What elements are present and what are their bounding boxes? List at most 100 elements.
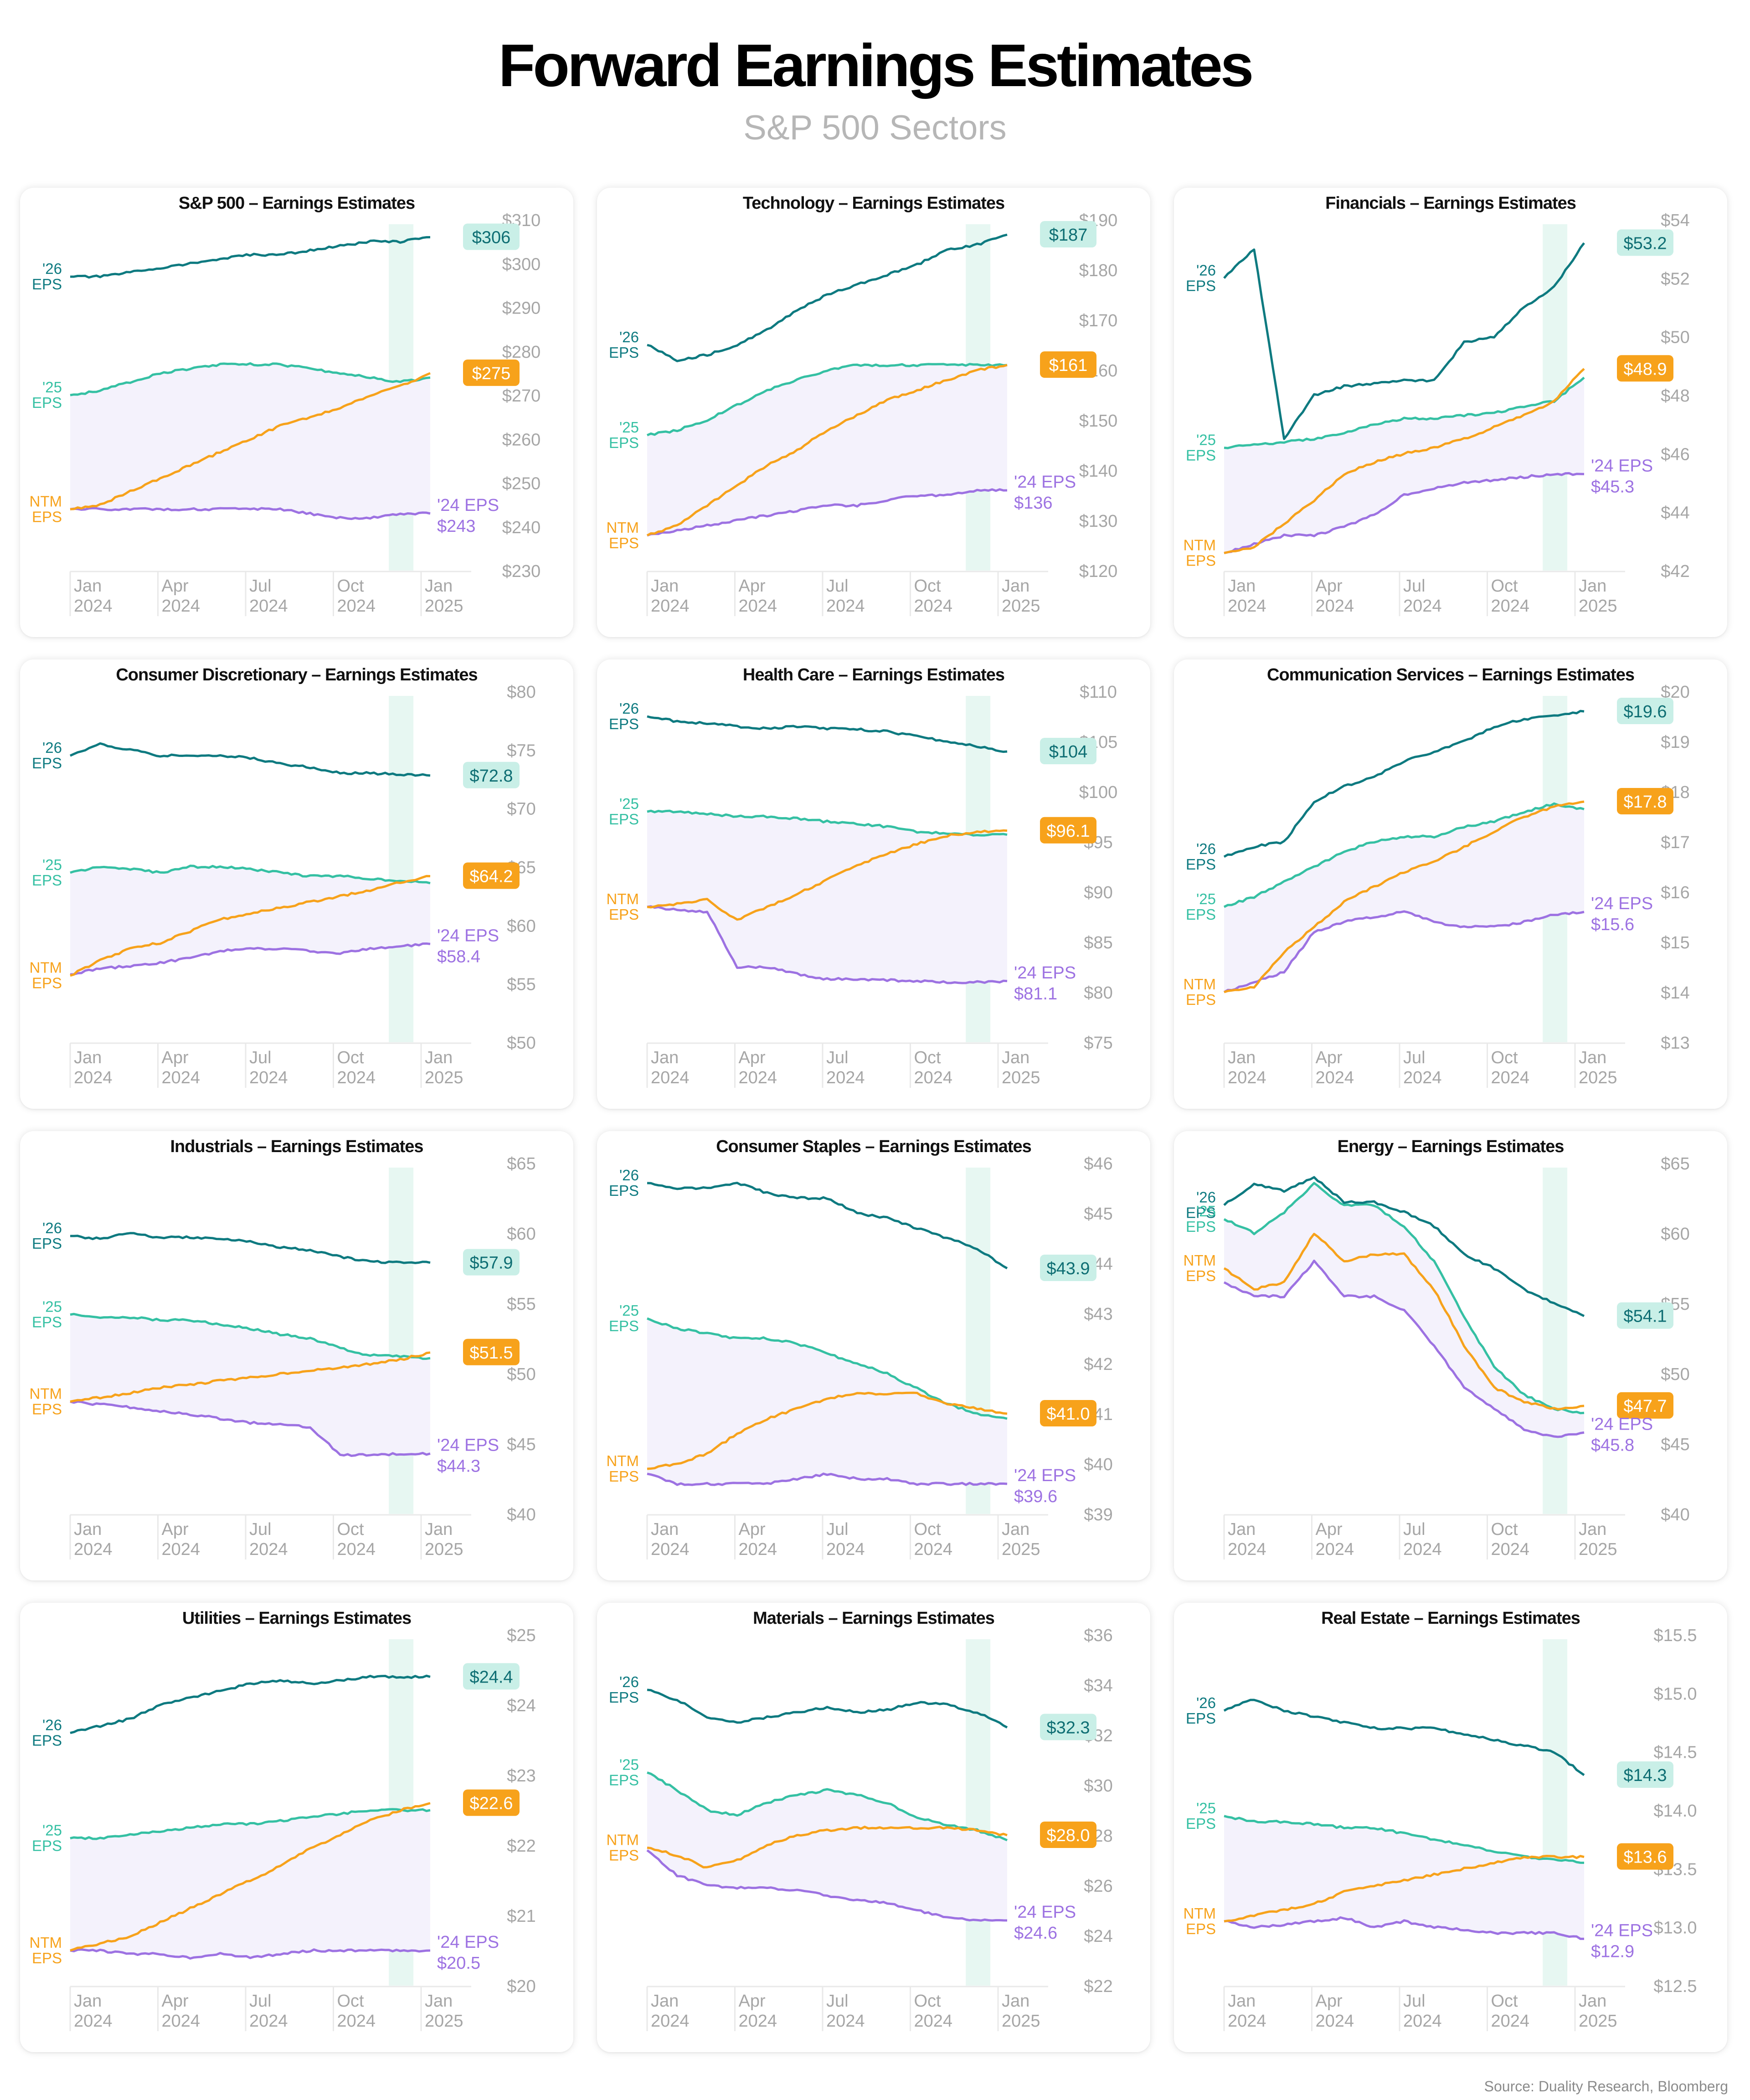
x-tick-month: Jul bbox=[826, 1520, 849, 1539]
x-tick-month: Jan bbox=[651, 1048, 679, 1067]
x-tick-month: Oct bbox=[337, 1992, 365, 2011]
x-tick-year: 2025 bbox=[425, 597, 463, 616]
badge-ntm: $64.2 bbox=[463, 862, 520, 889]
svg-text:EPS: EPS bbox=[609, 1468, 639, 1485]
x-tick-year: 2024 bbox=[1228, 1540, 1266, 1559]
x-tick-year: 2024 bbox=[1316, 1068, 1354, 1087]
x-tick-year: 2024 bbox=[337, 1068, 376, 1087]
y-tick-label: $22 bbox=[1084, 1977, 1112, 1996]
y-tick-label: $140 bbox=[1079, 462, 1118, 481]
y-tick-label: $70 bbox=[507, 800, 535, 819]
svg-text:$306: $306 bbox=[472, 228, 511, 247]
chart-svg: Communication Services – Earnings Estima… bbox=[1184, 665, 1690, 1088]
y-tick-label: $50 bbox=[1661, 1365, 1689, 1384]
x-tick-year: 2025 bbox=[425, 2012, 463, 2031]
y-tick-label: $280 bbox=[502, 343, 541, 362]
estimate-range-fill bbox=[70, 1809, 430, 1959]
series-line-eps26 bbox=[70, 236, 431, 279]
y-tick-label: $52 bbox=[1661, 269, 1689, 288]
estimate-range-fill bbox=[70, 363, 430, 519]
y-tick-label: $90 bbox=[1084, 883, 1112, 902]
y-tick-label: $240 bbox=[502, 518, 541, 537]
chart-panel: Real Estate – Earnings Estimates $12.5 $13… bbox=[1174, 1603, 1727, 2052]
chart-panel: Communication Services – Earnings Estima… bbox=[1174, 659, 1727, 1109]
main-title: Forward Earnings Estimates bbox=[498, 32, 1254, 99]
series-line-eps25 bbox=[70, 865, 431, 885]
y-tick-label: $45 bbox=[1661, 1435, 1689, 1454]
svg-text:'24 EPS: '24 EPS bbox=[437, 926, 499, 945]
badge-eps26: $187 bbox=[1040, 221, 1096, 247]
svg-text:$32.3: $32.3 bbox=[1046, 1719, 1090, 1738]
svg-text:EPS: EPS bbox=[32, 276, 62, 293]
series-line-eps25 bbox=[70, 1312, 431, 1360]
x-tick-month: Jan bbox=[74, 576, 102, 596]
series-line-eps24 bbox=[646, 1849, 1008, 1922]
series-line-eps24 bbox=[647, 488, 1008, 537]
svg-text:NTM: NTM bbox=[30, 1385, 62, 1402]
series-line-ntm bbox=[646, 364, 1008, 537]
svg-text:NTM: NTM bbox=[1184, 976, 1216, 993]
chart-title: Industrials – Earnings Estimates bbox=[170, 1137, 423, 1156]
y-tick-label: $300 bbox=[502, 255, 541, 274]
svg-text:'25: '25 bbox=[1196, 1800, 1216, 1817]
x-tick-month: Jul bbox=[826, 576, 849, 596]
chart-panel: Energy – Earnings Estimates $40 $45 $50 $55 $… bbox=[1174, 1131, 1727, 1580]
x-tick-month: Jan bbox=[425, 1048, 453, 1067]
svg-text:$243: $243 bbox=[437, 517, 476, 536]
y-tick-label: $34 bbox=[1084, 1676, 1112, 1695]
chart-panel: Materials – Earnings Estimates $22 $24 $26 $… bbox=[597, 1603, 1150, 2052]
y-tick-label: $230 bbox=[502, 562, 541, 581]
y-tick-label: $46 bbox=[1084, 1154, 1112, 1174]
series-line-eps25 bbox=[647, 1771, 1008, 1842]
svg-text:EPS: EPS bbox=[1186, 906, 1216, 923]
estimate-range-fill bbox=[647, 1772, 1007, 1921]
series-line-eps26 bbox=[1223, 1176, 1585, 1317]
estimate-range-fill bbox=[647, 811, 1007, 983]
x-tick-year: 2024 bbox=[1403, 1540, 1442, 1559]
svg-text:NTM: NTM bbox=[607, 1832, 639, 1848]
y-tick-label: $14.5 bbox=[1653, 1743, 1697, 1762]
x-tick-year: 2024 bbox=[1228, 597, 1266, 616]
x-tick-year: 2025 bbox=[1002, 1540, 1040, 1559]
x-tick-month: Jan bbox=[651, 1520, 679, 1539]
svg-text:$45.3: $45.3 bbox=[1591, 477, 1634, 496]
estimate-range-fill bbox=[1224, 377, 1584, 553]
y-tick-label: $55 bbox=[507, 1295, 535, 1314]
x-tick-year: 2024 bbox=[739, 1540, 777, 1559]
svg-text:NTM: NTM bbox=[607, 1452, 639, 1469]
series-line-eps24 bbox=[70, 1400, 431, 1457]
svg-text:EPS: EPS bbox=[32, 755, 62, 772]
svg-text:EPS: EPS bbox=[32, 1950, 62, 1966]
x-tick-month: Apr bbox=[162, 1048, 189, 1067]
series-line-eps24 bbox=[1224, 472, 1585, 554]
y-tick-label: $260 bbox=[502, 430, 541, 449]
x-tick-month: Jan bbox=[1228, 1048, 1256, 1067]
badge-ntm: $161 bbox=[1040, 351, 1096, 378]
x-tick-year: 2024 bbox=[74, 1540, 113, 1559]
series-line-eps25 bbox=[1223, 802, 1585, 908]
x-tick-month: Jul bbox=[249, 1992, 272, 2011]
recent-band bbox=[389, 696, 414, 1042]
y-tick-label: $39 bbox=[1084, 1505, 1112, 1524]
svg-text:'26: '26 bbox=[1196, 262, 1216, 278]
svg-text:EPS: EPS bbox=[1186, 1204, 1216, 1221]
y-tick-label: $23 bbox=[507, 1766, 535, 1786]
svg-text:EPS: EPS bbox=[1186, 1815, 1216, 1832]
x-tick-month: Apr bbox=[739, 1048, 766, 1067]
chart-title: Health Care – Earnings Estimates bbox=[743, 665, 1004, 685]
svg-text:$47.7: $47.7 bbox=[1623, 1397, 1667, 1416]
y-tick-label: $30 bbox=[1084, 1776, 1112, 1796]
chart-svg: Materials – Earnings Estimates $22 $24 $26 $… bbox=[607, 1609, 1113, 2031]
svg-text:'24 EPS: '24 EPS bbox=[1014, 963, 1076, 983]
y-tick-label: $60 bbox=[507, 1225, 535, 1244]
y-tick-label: $19 bbox=[1661, 733, 1689, 752]
x-tick-month: Jan bbox=[425, 1520, 453, 1539]
